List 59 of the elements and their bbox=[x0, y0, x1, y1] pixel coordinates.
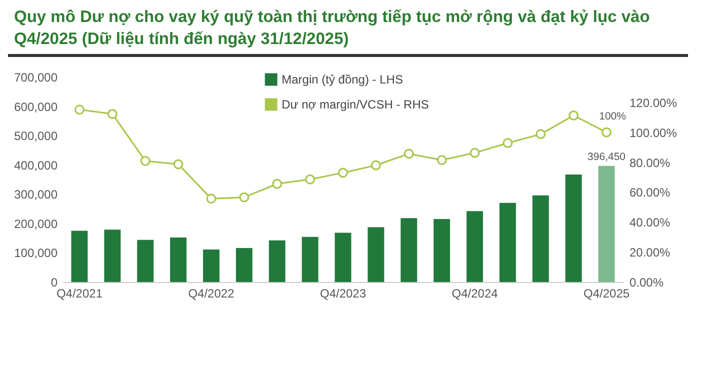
x-tick-label: Q4/2025 bbox=[584, 286, 630, 300]
point bbox=[536, 129, 546, 140]
point bbox=[602, 127, 612, 138]
point bbox=[272, 178, 282, 189]
bar bbox=[203, 249, 220, 282]
y2-tick-label: 20.00% bbox=[630, 246, 671, 260]
bar bbox=[170, 237, 187, 282]
point bbox=[173, 159, 184, 170]
bar bbox=[137, 240, 154, 282]
point bbox=[338, 168, 348, 178]
y2-tick-label: 40.00% bbox=[630, 216, 671, 230]
y2-tick-label: 60.00% bbox=[630, 186, 671, 200]
y-tick-label: 700,000 bbox=[14, 70, 58, 84]
y-tick-label: 400,000 bbox=[14, 158, 58, 172]
y2-tick-label: 80.00% bbox=[630, 156, 671, 170]
y-tick-label: 600,000 bbox=[14, 100, 58, 114]
bar bbox=[466, 211, 483, 282]
bar bbox=[368, 227, 384, 282]
point bbox=[404, 148, 414, 159]
x-tick-label: Q4/2023 bbox=[320, 286, 366, 300]
chart-title: Quy mô Dư nợ cho vay ký quỹ toàn thị trường tiếp tục mở rộng và đạt kỷ lục vào Q4/2025 (Dữ liệu tính đến ngày 31/12/2025) bbox=[14, 7, 651, 50]
y-tick-label: 100,000 bbox=[14, 246, 58, 260]
point bbox=[502, 138, 513, 148]
point bbox=[107, 108, 118, 119]
point bbox=[206, 194, 216, 204]
legend-label: Margin (tỷ đồng) - LHS bbox=[282, 72, 403, 86]
data-label: 100% bbox=[599, 110, 626, 122]
point bbox=[568, 110, 579, 120]
bar bbox=[532, 195, 549, 282]
y2-tick-label: 0.00% bbox=[630, 276, 664, 290]
y2-tick-label: 100.00% bbox=[630, 126, 678, 140]
y-tick-label: 300,000 bbox=[14, 188, 58, 202]
y-tick-label: 200,000 bbox=[14, 216, 58, 231]
bar bbox=[71, 230, 88, 282]
data-label: 396,450 bbox=[588, 150, 626, 163]
y-tick-label: 500,000 bbox=[14, 129, 58, 144]
y-tick-label: 0 bbox=[50, 276, 58, 290]
bar bbox=[598, 166, 615, 282]
bar bbox=[434, 219, 450, 282]
point bbox=[470, 148, 480, 158]
bar bbox=[565, 174, 582, 282]
point bbox=[436, 155, 447, 166]
bar bbox=[236, 248, 252, 282]
x-tick-label: Q4/2024 bbox=[452, 286, 498, 300]
point bbox=[140, 156, 150, 166]
point bbox=[74, 104, 84, 115]
y2-tick-label: 120.00% bbox=[630, 96, 678, 110]
bar bbox=[499, 202, 516, 282]
point bbox=[239, 192, 250, 202]
legend-label: Dư nợ margin/VCSH - RHS bbox=[282, 98, 429, 112]
bar bbox=[400, 218, 418, 282]
bar bbox=[334, 232, 352, 282]
point bbox=[305, 174, 316, 184]
point bbox=[370, 160, 381, 170]
x-tick-label: Q4/2021 bbox=[56, 286, 103, 300]
x-tick-label: Q4/2022 bbox=[188, 286, 235, 300]
bar bbox=[302, 236, 318, 282]
bar bbox=[268, 240, 286, 282]
bar bbox=[104, 230, 121, 282]
